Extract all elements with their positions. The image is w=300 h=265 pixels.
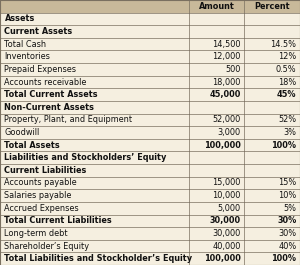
Text: Total Cash: Total Cash bbox=[4, 40, 47, 49]
Text: 10,000: 10,000 bbox=[212, 191, 241, 200]
Bar bbox=[0, 227, 300, 240]
Bar bbox=[0, 189, 300, 202]
Text: Goodwill: Goodwill bbox=[4, 128, 40, 137]
Text: 100%: 100% bbox=[272, 254, 296, 263]
Text: 500: 500 bbox=[226, 65, 241, 74]
Text: 45%: 45% bbox=[277, 90, 296, 99]
Text: Accounts receivable: Accounts receivable bbox=[4, 78, 87, 87]
Text: 30,000: 30,000 bbox=[210, 216, 241, 225]
Text: 0.5%: 0.5% bbox=[276, 65, 296, 74]
Text: 30%: 30% bbox=[277, 216, 296, 225]
Text: Current Assets: Current Assets bbox=[4, 27, 73, 36]
Text: Accrued Expenses: Accrued Expenses bbox=[4, 204, 79, 213]
Bar bbox=[0, 76, 300, 88]
Text: Percent: Percent bbox=[254, 2, 290, 11]
Bar bbox=[0, 63, 300, 76]
Text: Salaries payable: Salaries payable bbox=[4, 191, 72, 200]
Bar bbox=[0, 164, 300, 177]
Text: 14,500: 14,500 bbox=[212, 40, 241, 49]
Text: 15,000: 15,000 bbox=[212, 178, 241, 187]
Text: 15%: 15% bbox=[278, 178, 296, 187]
Bar bbox=[0, 126, 300, 139]
Text: 18%: 18% bbox=[278, 78, 296, 87]
Bar bbox=[0, 202, 300, 215]
Text: 40,000: 40,000 bbox=[212, 242, 241, 251]
Text: Total Assets: Total Assets bbox=[4, 141, 60, 150]
Text: 100%: 100% bbox=[272, 141, 296, 150]
Text: 3,000: 3,000 bbox=[218, 128, 241, 137]
Text: Total Liabilities and Stockholder’s Equity: Total Liabilities and Stockholder’s Equi… bbox=[4, 254, 193, 263]
Text: 40%: 40% bbox=[278, 242, 296, 251]
Text: 5%: 5% bbox=[284, 204, 296, 213]
Bar bbox=[0, 151, 300, 164]
Text: Amount: Amount bbox=[199, 2, 235, 11]
Bar bbox=[0, 252, 300, 265]
Bar bbox=[0, 50, 300, 63]
Text: Assets: Assets bbox=[4, 14, 35, 23]
Text: 45,000: 45,000 bbox=[209, 90, 241, 99]
Text: Total Current Liabilities: Total Current Liabilities bbox=[4, 216, 112, 225]
Text: 18,000: 18,000 bbox=[212, 78, 241, 87]
Text: 10%: 10% bbox=[278, 191, 296, 200]
Text: 30,000: 30,000 bbox=[213, 229, 241, 238]
Bar bbox=[0, 177, 300, 189]
Bar bbox=[0, 101, 300, 114]
Text: 100,000: 100,000 bbox=[204, 141, 241, 150]
Text: Liabilities and Stockholders’ Equity: Liabilities and Stockholders’ Equity bbox=[4, 153, 167, 162]
Text: Shareholder’s Equity: Shareholder’s Equity bbox=[4, 242, 89, 251]
Bar bbox=[0, 215, 300, 227]
Text: 14.5%: 14.5% bbox=[270, 40, 296, 49]
Text: Total Current Assets: Total Current Assets bbox=[4, 90, 98, 99]
Text: 3%: 3% bbox=[284, 128, 296, 137]
Text: 52%: 52% bbox=[278, 115, 296, 124]
Text: 12%: 12% bbox=[278, 52, 296, 61]
Bar bbox=[0, 114, 300, 126]
Text: 12,000: 12,000 bbox=[212, 52, 241, 61]
Bar bbox=[0, 38, 300, 50]
Text: 100,000: 100,000 bbox=[204, 254, 241, 263]
Text: Non-Current Assets: Non-Current Assets bbox=[4, 103, 94, 112]
Text: Prepaid Expenses: Prepaid Expenses bbox=[4, 65, 76, 74]
Bar bbox=[0, 240, 300, 252]
Bar bbox=[0, 88, 300, 101]
Text: 52,000: 52,000 bbox=[213, 115, 241, 124]
Text: 5,000: 5,000 bbox=[218, 204, 241, 213]
Text: Property, Plant, and Equipment: Property, Plant, and Equipment bbox=[4, 115, 133, 124]
Text: Current Liabilities: Current Liabilities bbox=[4, 166, 87, 175]
Bar bbox=[0, 13, 300, 25]
Text: Accounts payable: Accounts payable bbox=[4, 178, 77, 187]
Text: 30%: 30% bbox=[278, 229, 296, 238]
Text: Inventories: Inventories bbox=[4, 52, 50, 61]
Bar bbox=[0, 0, 300, 13]
Text: Long-term debt: Long-term debt bbox=[4, 229, 68, 238]
Bar bbox=[0, 139, 300, 151]
Bar bbox=[0, 25, 300, 38]
